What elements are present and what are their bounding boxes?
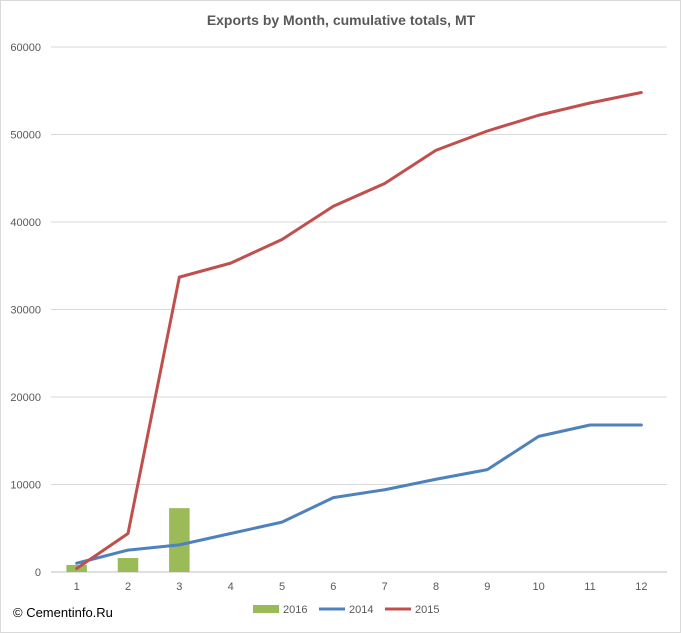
x-tick-label: 6: [330, 581, 336, 593]
legend-swatch-2016: [253, 605, 279, 613]
bar-2016: [117, 558, 139, 572]
line-2015: [75, 91, 643, 570]
x-tick-label: 12: [635, 581, 647, 593]
y-tick-label: 40000: [10, 217, 41, 229]
legend-label-2014: 2014: [349, 604, 373, 616]
chart-title: Exports by Month, cumulative totals, MT: [207, 12, 476, 28]
y-tick-label: 30000: [10, 305, 41, 317]
legend-label-2015: 2015: [415, 604, 439, 616]
y-axis-ticks: 0 10000 20000 30000 40000 50000 60000: [10, 42, 41, 579]
x-tick-label: 9: [484, 581, 490, 593]
bar-2016: [169, 508, 190, 572]
line-series: [75, 91, 643, 570]
copyright-text: © Cementinfo.Ru: [13, 605, 113, 620]
x-tick-label: 1: [74, 581, 80, 593]
x-tick-label: 5: [279, 581, 285, 593]
line-2014: [75, 423, 643, 565]
y-tick-label: 10000: [10, 480, 41, 492]
legend: 2016 2014 2015: [253, 604, 439, 616]
x-tick-label: 11: [584, 581, 595, 593]
y-tick-label: 60000: [10, 42, 41, 54]
legend-label-2016: 2016: [283, 604, 307, 616]
y-tick-label: 0: [35, 567, 41, 579]
x-tick-label: 8: [433, 581, 439, 593]
grid-lines: [51, 46, 667, 573]
x-tick-label: 10: [533, 581, 545, 593]
x-tick-label: 7: [382, 581, 388, 593]
x-tick-label: 2: [125, 581, 131, 593]
x-tick-label: 3: [176, 581, 182, 593]
x-axis-ticks: 1 2 3 4 5 6 7 8 9 10 11 12: [74, 581, 648, 593]
x-tick-label: 4: [228, 581, 234, 593]
y-tick-label: 50000: [10, 130, 41, 142]
y-tick-label: 20000: [10, 392, 41, 404]
